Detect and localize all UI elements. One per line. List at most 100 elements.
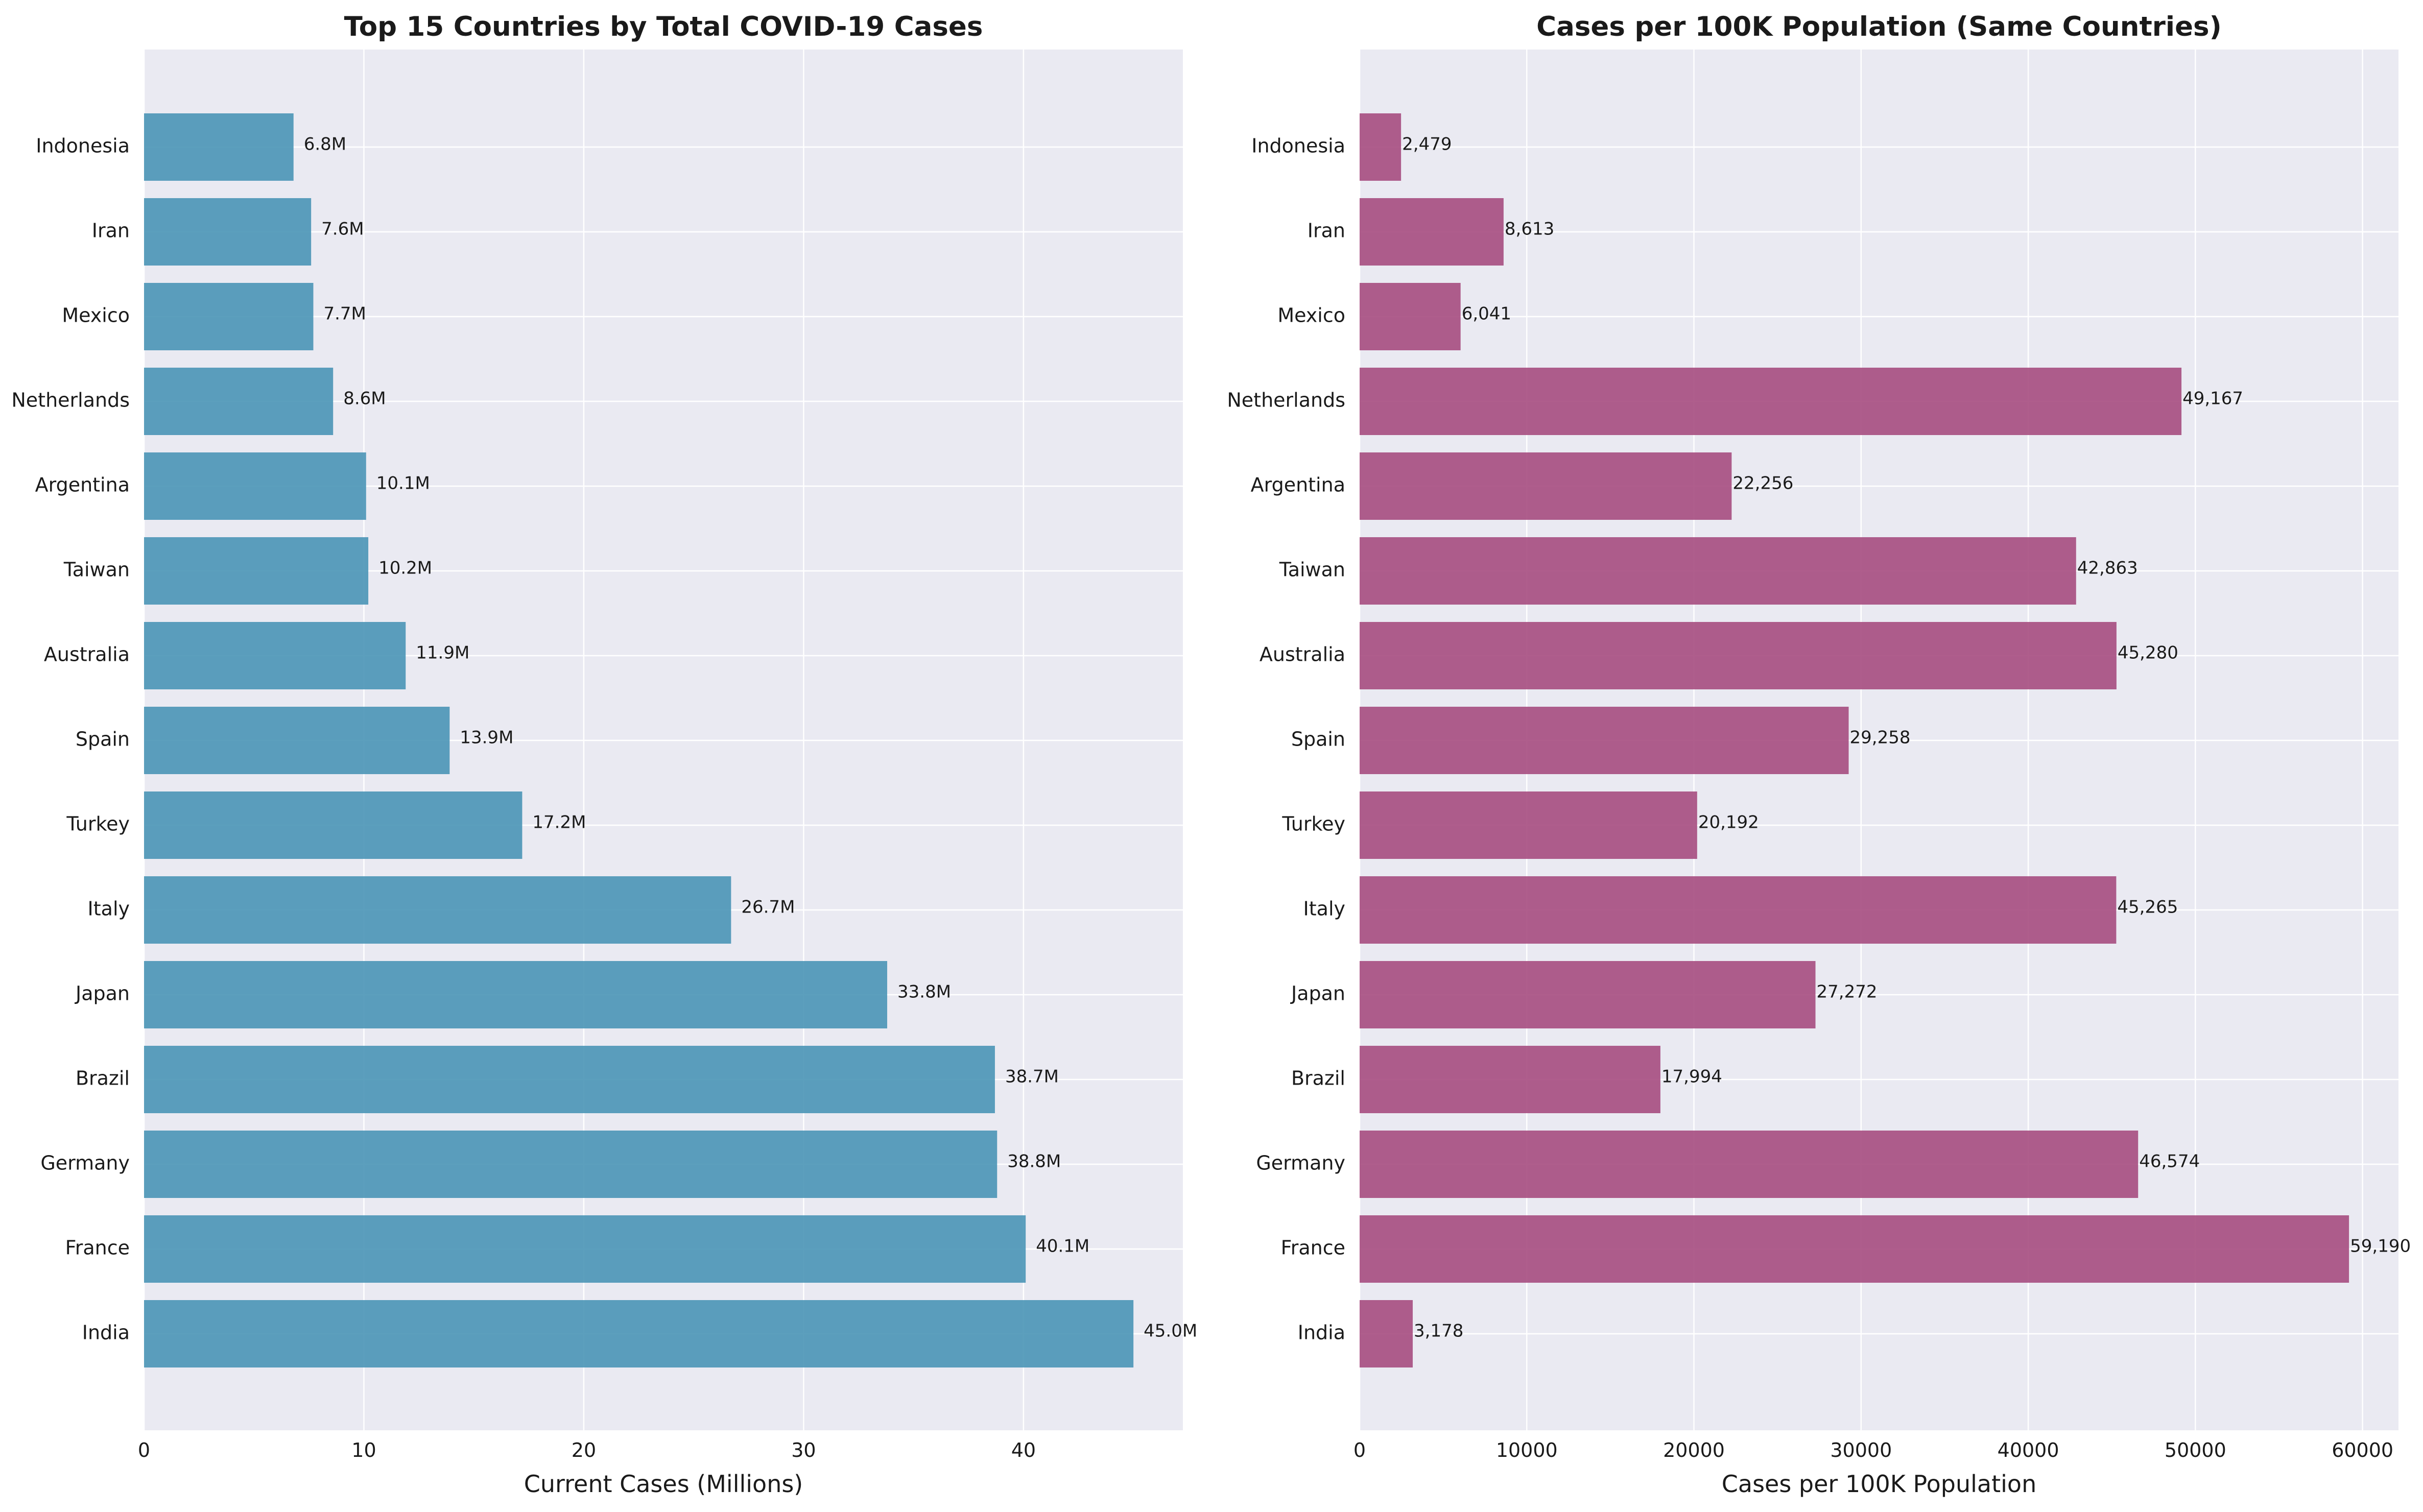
total-cases-x-tick-label: 30 xyxy=(791,1439,816,1461)
total-cases-category-label-netherlands: Netherlands xyxy=(11,389,130,412)
total-cases-bar-netherlands xyxy=(144,368,334,435)
total-cases-category-label-brazil: Brazil xyxy=(76,1067,130,1090)
total-cases-category-label-japan: Japan xyxy=(75,982,130,1005)
cases-per-100k-x-tick-label: 50000 xyxy=(2165,1439,2226,1461)
total-cases-data-label-indonesia: 6.8M xyxy=(304,134,346,155)
cases-per-100k-category-label-india: India xyxy=(1298,1322,1345,1344)
cases-per-100k-category-label-brazil: Brazil xyxy=(1291,1067,1345,1090)
total-cases-bar-turkey xyxy=(144,791,522,859)
total-cases-category-label-indonesia: Indonesia xyxy=(36,135,130,157)
total-cases-category-label-argentina: Argentina xyxy=(35,474,130,496)
total-cases-bar-taiwan xyxy=(144,537,369,605)
cases-per-100k-x-tick-label: 10000 xyxy=(1496,1439,1558,1461)
cases-per-100k-category-label-taiwan: Taiwan xyxy=(1279,559,1345,581)
cases-per-100k-x-tick-labels: 0 10000 20000 30000 40000 50000 60000 xyxy=(1353,1439,2393,1461)
cases-per-100k-data-label-italy: 45,265 xyxy=(2117,897,2178,918)
cases-per-100k-bar-brazil xyxy=(1360,1046,1660,1113)
cases-per-100k-chart: 3,178 59,190 46,574 17,994 27,272 45,265 20,19… xyxy=(1227,11,2411,1498)
cases-per-100k-bar-netherlands xyxy=(1360,368,2182,435)
cases-per-100k-x-tick-label: 60000 xyxy=(2332,1439,2393,1461)
total-cases-category-label-italy: Italy xyxy=(88,898,130,920)
total-cases-bar-germany xyxy=(144,1131,997,1198)
cases-per-100k-category-label-argentina: Argentina xyxy=(1251,474,1345,496)
cases-per-100k-bar-spain xyxy=(1360,707,1849,774)
total-cases-bar-indonesia xyxy=(144,113,294,181)
cases-per-100k-bar-mexico xyxy=(1360,283,1461,350)
total-cases-data-label-india: 45.0M xyxy=(1144,1321,1197,1341)
total-cases-x-tick-labels: 0 10 20 30 40 xyxy=(138,1439,1036,1461)
cases-per-100k-data-label-japan: 27,272 xyxy=(1817,982,1878,1002)
total-cases-category-label-france: France xyxy=(65,1237,130,1259)
total-cases-bar-india xyxy=(144,1300,1134,1367)
cases-per-100k-bar-italy xyxy=(1360,876,2117,944)
cases-per-100k-category-label-mexico: Mexico xyxy=(1277,304,1345,327)
cases-per-100k-bar-germany xyxy=(1360,1131,2139,1198)
cases-per-100k-category-label-germany: Germany xyxy=(1256,1152,1345,1174)
cases-per-100k-category-label-spain: Spain xyxy=(1291,728,1345,751)
cases-per-100k-chart-title: Cases per 100K Population (Same Countrie… xyxy=(1536,11,2222,42)
cases-per-100k-data-label-india: 3,178 xyxy=(1414,1321,1463,1341)
cases-per-100k-data-label-spain: 29,258 xyxy=(1850,728,1911,748)
cases-per-100k-category-label-japan: Japan xyxy=(1290,982,1345,1005)
total-cases-x-tick-label: 10 xyxy=(351,1439,376,1461)
total-cases-x-tick-label: 40 xyxy=(1011,1439,1036,1461)
cases-per-100k-bar-turkey xyxy=(1360,791,1697,859)
cases-per-100k-x-tick-label: 30000 xyxy=(1830,1439,1892,1461)
total-cases-data-label-taiwan: 10.2M xyxy=(378,558,432,579)
cases-per-100k-category-label-netherlands: Netherlands xyxy=(1227,389,1345,412)
total-cases-data-label-japan: 33.8M xyxy=(897,982,951,1002)
total-cases-data-labels: 45.0M 40.1M 38.8M 38.7M 33.8M 26.7M 17.2M 13.9M… xyxy=(304,134,1197,1341)
total-cases-data-label-spain: 13.9M xyxy=(460,728,513,748)
total-cases-category-label-taiwan: Taiwan xyxy=(63,559,130,581)
cases-per-100k-bar-indonesia xyxy=(1360,113,1401,181)
total-cases-x-tick-label: 20 xyxy=(572,1439,596,1461)
cases-per-100k-category-label-italy: Italy xyxy=(1303,898,1345,920)
total-cases-data-label-germany: 38.8M xyxy=(1007,1151,1061,1172)
cases-per-100k-bar-iran xyxy=(1360,198,1504,266)
total-cases-category-label-australia: Australia xyxy=(44,643,130,666)
cases-per-100k-x-tick-label: 0 xyxy=(1353,1439,1366,1461)
total-cases-data-label-iran: 7.6M xyxy=(321,219,364,239)
cases-per-100k-bar-france xyxy=(1360,1215,2349,1283)
total-cases-bar-italy xyxy=(144,876,731,944)
cases-per-100k-data-label-brazil: 17,994 xyxy=(1661,1067,1722,1087)
total-cases-bar-iran xyxy=(144,198,312,266)
cases-per-100k-bar-japan xyxy=(1360,961,1816,1028)
total-cases-bar-japan xyxy=(144,961,888,1028)
cases-per-100k-category-labels: India France Germany Brazil Japan Italy Turkey… xyxy=(1227,135,1345,1344)
cases-per-100k-bar-taiwan xyxy=(1360,537,2076,605)
cases-per-100k-data-label-argentina: 22,256 xyxy=(1732,473,1793,494)
cases-per-100k-data-label-iran: 8,613 xyxy=(1505,219,1554,239)
cases-per-100k-category-label-australia: Australia xyxy=(1260,643,1345,666)
total-cases-data-label-australia: 11.9M xyxy=(416,643,469,663)
total-cases-category-label-mexico: Mexico xyxy=(62,304,130,327)
cases-per-100k-bar-india xyxy=(1360,1300,1413,1367)
total-cases-category-label-spain: Spain xyxy=(76,728,130,751)
cases-per-100k-category-label-france: France xyxy=(1281,1237,1345,1259)
cases-per-100k-data-label-mexico: 6,041 xyxy=(1462,304,1511,324)
cases-per-100k-data-label-taiwan: 42,863 xyxy=(2077,558,2138,579)
total-cases-bar-brazil xyxy=(144,1046,995,1113)
total-cases-chart: 45.0M 40.1M 38.8M 38.7M 33.8M 26.7M 17.2M 13.9M… xyxy=(11,11,1197,1498)
total-cases-category-label-turkey: Turkey xyxy=(66,813,130,835)
total-cases-data-label-italy: 26.7M xyxy=(741,897,795,918)
cases-per-100k-category-label-turkey: Turkey xyxy=(1281,813,1345,835)
cases-per-100k-data-label-turkey: 20,192 xyxy=(1698,812,1759,833)
total-cases-category-labels: India France Germany Brazil Japan Italy Turkey… xyxy=(11,135,130,1344)
cases-per-100k-x-tick-label: 40000 xyxy=(1998,1439,2059,1461)
total-cases-data-label-france: 40.1M xyxy=(1036,1236,1089,1257)
cases-per-100k-x-tick-label: 20000 xyxy=(1663,1439,1725,1461)
total-cases-bar-mexico xyxy=(144,283,314,350)
cases-per-100k-bar-australia xyxy=(1360,622,2117,689)
cases-per-100k-data-label-australia: 45,280 xyxy=(2118,643,2178,663)
cases-per-100k-category-label-iran: Iran xyxy=(1308,220,1345,242)
cases-per-100k-data-label-germany: 46,574 xyxy=(2139,1151,2200,1172)
total-cases-category-label-germany: Germany xyxy=(40,1152,130,1174)
total-cases-data-label-netherlands: 8.6M xyxy=(343,389,386,409)
total-cases-bars xyxy=(144,113,1134,1367)
total-cases-data-label-mexico: 7.7M xyxy=(323,304,366,324)
cases-per-100k-bars xyxy=(1360,113,2349,1367)
total-cases-x-axis-label: Current Cases (Millions) xyxy=(524,1470,803,1498)
total-cases-x-tick-label: 0 xyxy=(138,1439,150,1461)
